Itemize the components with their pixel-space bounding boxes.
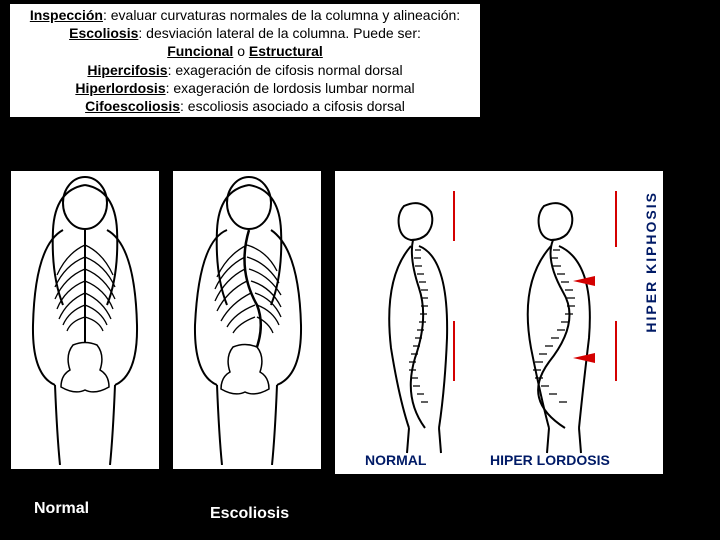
- label-normal: NORMAL: [365, 452, 426, 468]
- line-escoliosis: Escoliosis: desviación lateral de la col…: [12, 24, 478, 42]
- red-line-kyphosis-2: [615, 191, 617, 247]
- term-inspeccion: Inspección: [30, 7, 103, 23]
- term-escoliosis: Escoliosis: [69, 25, 138, 41]
- sep-o: o: [233, 43, 249, 59]
- rest-cifoescoliosis: : escoliosis asociado a cifosis dorsal: [180, 98, 405, 114]
- rest-escoliosis: : desviación lateral de la columna. Pued…: [138, 25, 421, 41]
- caption-normal: Normal: [34, 500, 89, 518]
- caption-escoliosis: Escoliosis: [210, 505, 289, 523]
- arrow-icon: [573, 276, 595, 286]
- definitions-block: Inspección: evaluar curvaturas normales …: [10, 4, 480, 117]
- anatomy-lateral-icon: [349, 188, 649, 458]
- rest-inspeccion: : evaluar curvaturas normales de la colu…: [103, 7, 460, 23]
- line-hipercifosis: Hipercifosis: exageración de cifosis nor…: [12, 61, 478, 79]
- red-line-kyphosis: [453, 191, 455, 241]
- term-estructural: Estructural: [249, 43, 323, 59]
- anatomy-normal-icon: [15, 175, 155, 465]
- rest-hipercifosis: : exageración de cifosis normal dorsal: [168, 62, 403, 78]
- figure-normal-posterior: [10, 170, 160, 470]
- term-cifoescoliosis: Cifoescoliosis: [85, 98, 180, 114]
- line-funcional: Funcional o Estructural: [12, 42, 478, 60]
- rest-hiperlordosis: : exageración de lordosis lumbar normal: [166, 80, 415, 96]
- arrow-icon: [573, 353, 595, 363]
- line-inspeccion: Inspección: evaluar curvaturas normales …: [12, 6, 478, 24]
- line-hiperlordosis: Hiperlordosis: exageración de lordosis l…: [12, 79, 478, 97]
- red-line-lordosis: [453, 321, 455, 381]
- red-line-lordosis-2: [615, 321, 617, 381]
- label-hiper-kiphosis: HIPER KIPHOSIS: [643, 191, 659, 333]
- figure-lateral-profiles: HIPER KIPHOSIS NORMAL HIPER LORDOSIS: [334, 170, 664, 475]
- figure-scoliosis-posterior: [172, 170, 322, 470]
- term-funcional: Funcional: [167, 43, 233, 59]
- anatomy-scoliosis-icon: [177, 175, 317, 465]
- term-hipercifosis: Hipercifosis: [87, 62, 167, 78]
- term-hiperlordosis: Hiperlordosis: [75, 80, 165, 96]
- line-cifoescoliosis: Cifoescoliosis: escoliosis asociado a ci…: [12, 97, 478, 115]
- label-hiper-lordosis: HIPER LORDOSIS: [490, 452, 610, 468]
- figure-row: HIPER KIPHOSIS NORMAL HIPER LORDOSIS: [10, 170, 664, 475]
